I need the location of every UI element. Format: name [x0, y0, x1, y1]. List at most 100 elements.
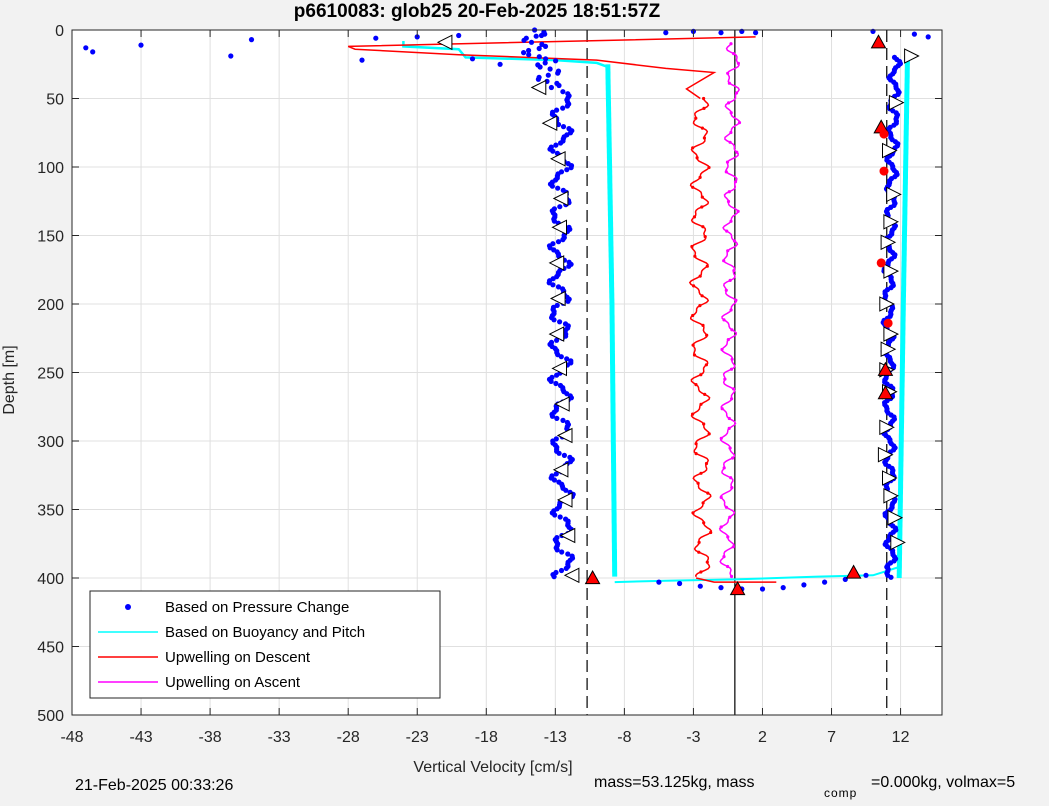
chart-title: p6610083: glob25 20-Feb-2025 18:51:57Z — [294, 1, 661, 22]
legend[interactable]: Based on Pressure Change Based on Buoyanc… — [89, 590, 441, 699]
pressure-descent-point — [553, 380, 559, 387]
upwelling-ascent-point — [728, 446, 732, 450]
buoyancy-descent-line — [605, 64, 618, 577]
pressure-outlier-point — [925, 34, 931, 40]
upwelling-ascent-point — [727, 426, 731, 430]
pressure-descent-point — [568, 165, 574, 171]
ascent-marker — [880, 234, 897, 251]
pressure-outlier-point — [911, 31, 918, 37]
pressure-descent-point — [558, 567, 565, 574]
upwelling-ascent-point — [729, 574, 734, 579]
footer-comp-text: =0.000kg, volmax=5 — [871, 774, 1015, 791]
buoyancy-ascent-line — [896, 57, 910, 578]
pressure-descent-point — [558, 354, 564, 360]
pressure-descent-point — [551, 574, 557, 580]
ascent-marker — [879, 296, 895, 312]
pressure-descent-point — [564, 167, 570, 173]
pressure-outlier-point — [753, 30, 759, 36]
upwelling-descent-point — [700, 126, 705, 130]
upwelling-ascent-point — [726, 535, 730, 539]
ascent-marker — [883, 213, 900, 230]
upwelling-descent-point — [700, 205, 704, 209]
upwelling-descent-point — [709, 530, 713, 535]
pressure-descent-point — [560, 237, 566, 243]
descent-marker — [556, 427, 573, 444]
upwelling-ascent-point — [724, 505, 729, 509]
upwelling-descent-point — [705, 560, 709, 564]
ascent-marker — [877, 446, 894, 463]
upwelling-descent-point — [703, 392, 707, 396]
upwelling-ascent-point — [737, 121, 742, 125]
upwelling-ascent-point — [725, 229, 729, 233]
upwelling-ascent-point — [734, 91, 739, 95]
upwelling-ascent-point — [729, 308, 733, 312]
pressure-descent-point — [566, 263, 572, 269]
pressure-outlier-point — [456, 32, 462, 39]
y-tick-label: 100 — [37, 160, 64, 177]
pressure-ascent-point — [888, 574, 894, 580]
pressure-descent-point — [542, 43, 549, 50]
upwelling-descent-point — [699, 471, 703, 475]
pressure-descent-point — [554, 547, 560, 553]
x-tick-label: -33 — [268, 729, 291, 746]
upwelling-ascent-point — [732, 269, 736, 273]
pressure-bottom-point — [780, 585, 786, 591]
x-tick-label: 7 — [827, 729, 836, 746]
footer-mass-text: mass=53.125kg, mass — [594, 774, 755, 791]
upwelling-descent-point — [692, 284, 696, 288]
x-tick-label: -28 — [337, 729, 360, 746]
upwelling-descent-point — [702, 106, 706, 110]
y-tick-label: 300 — [37, 434, 64, 451]
upwelling-descent-point — [691, 511, 695, 515]
upwelling-ascent-point — [719, 495, 723, 499]
upwelling-descent-point — [700, 195, 704, 199]
pressure-descent-point — [553, 142, 559, 148]
x-axis-label: Vertical Velocity [cm/s] — [413, 759, 572, 776]
upwelling-descent-point — [691, 313, 695, 318]
pressure-descent-point — [557, 319, 563, 325]
pressure-outlier-point — [90, 49, 96, 55]
x-tick-label: -43 — [129, 729, 152, 746]
descent-marker — [436, 34, 453, 51]
descent-marker — [530, 79, 547, 96]
pressure-descent-point — [554, 372, 560, 378]
pressure-bottom-point — [863, 572, 869, 578]
pressure-outlier-point — [497, 61, 503, 67]
pressure-descent-point — [551, 317, 557, 323]
pressure-descent-point — [565, 298, 571, 304]
upwelling-ascent-point — [722, 318, 726, 322]
upwelling-descent-point — [699, 402, 703, 406]
descent-marker — [551, 360, 567, 377]
upwelling-descent-point — [707, 165, 711, 170]
upwelling-ascent-point — [729, 476, 733, 480]
upwelling-ascent-point — [725, 160, 730, 164]
y-tick-label: 450 — [37, 640, 64, 657]
ascent-marker — [904, 48, 920, 64]
pressure-descent-point — [550, 282, 556, 288]
upwelling-descent-point — [702, 521, 706, 525]
pressure-descent-point — [555, 239, 562, 245]
upwelling-ascent-point — [726, 199, 731, 204]
upwelling-ascent-point — [731, 545, 735, 549]
descent-marker — [551, 219, 567, 236]
y-tick-label: 400 — [37, 571, 64, 588]
pressure-descent-point — [564, 103, 571, 109]
upwelling-descent-point — [697, 540, 701, 545]
upwelling-descent-point — [704, 461, 709, 466]
upwelling-descent-point — [697, 550, 701, 554]
upwelling-descent-point — [694, 452, 698, 456]
pressure-descent-point — [552, 512, 558, 518]
pressure-descent-point — [545, 72, 551, 78]
pressure-descent-point — [560, 89, 566, 95]
upwelling-ascent-point — [727, 190, 731, 194]
upwelling-descent-point — [693, 254, 697, 258]
red-triangle-marker — [877, 385, 894, 400]
pressure-outlier-point — [138, 42, 144, 48]
upwelling-ascent-point — [720, 407, 724, 411]
pressure-descent-point — [554, 107, 560, 113]
upwelling-ascent-point — [733, 180, 738, 184]
pressure-descent-point — [526, 52, 532, 58]
descent-marker — [549, 290, 566, 307]
pressure-descent-point — [560, 417, 566, 423]
descent-marker — [541, 115, 558, 132]
